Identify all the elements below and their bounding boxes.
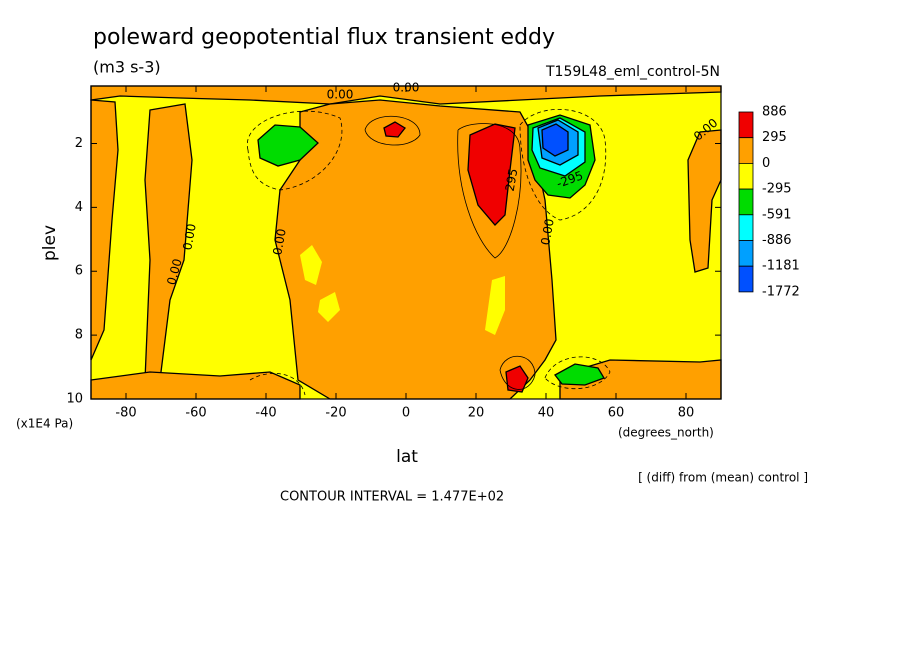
contour-label: 0.00 bbox=[327, 88, 354, 102]
contour-label: 295 bbox=[503, 167, 521, 192]
colorbar-label: -886 bbox=[762, 233, 792, 248]
x-tick-label: -80 bbox=[115, 406, 136, 421]
subtitle: (m3 s-3) bbox=[93, 58, 161, 77]
contour-fill bbox=[485, 276, 505, 335]
x-units: (degrees_north) bbox=[618, 426, 714, 440]
footnote: [ (diff) from (mean) control ] bbox=[638, 471, 808, 485]
x-tick-label: -60 bbox=[185, 406, 206, 421]
contour-line bbox=[364, 115, 421, 146]
contour-fill bbox=[505, 365, 529, 393]
contour-label: 0.00 bbox=[164, 257, 184, 286]
colorbar-label: -1772 bbox=[762, 284, 800, 299]
colorbar-label: -1181 bbox=[762, 259, 800, 274]
y-tick-label: 6 bbox=[75, 264, 83, 279]
contour-fill bbox=[687, 129, 722, 273]
contour-fill bbox=[383, 121, 406, 138]
contour-line bbox=[246, 110, 343, 191]
x-tick-label: 0 bbox=[402, 406, 410, 421]
contour-label: 0.00 bbox=[270, 228, 288, 257]
colorbar-label: 0 bbox=[762, 156, 770, 171]
colorbar-box bbox=[738, 162, 754, 190]
contour-line bbox=[544, 356, 611, 389]
y-tick-label: 8 bbox=[75, 328, 83, 343]
contour-fill bbox=[318, 292, 340, 322]
run-label: T159L48_eml_control-5N bbox=[545, 64, 720, 80]
x-tick-label: 60 bbox=[608, 406, 625, 421]
colorbar-box bbox=[738, 265, 754, 293]
contour-label: 0.00 bbox=[180, 223, 198, 252]
contour-line bbox=[499, 355, 536, 390]
contour-fill bbox=[257, 124, 319, 167]
contour-line bbox=[519, 108, 607, 221]
x-tick-label: -40 bbox=[255, 406, 276, 421]
contour-fill bbox=[274, 99, 557, 400]
colorbar-box bbox=[738, 240, 754, 267]
x-tick-label: 20 bbox=[468, 406, 485, 421]
colorbar-label: 886 bbox=[762, 105, 787, 120]
contour-fill bbox=[554, 363, 605, 386]
x-tick-label: 80 bbox=[678, 406, 695, 421]
contour-fill bbox=[144, 103, 193, 381]
colorbar-label: -295 bbox=[762, 182, 792, 197]
y-tick-label: 2 bbox=[75, 136, 83, 151]
colorbar-label: 295 bbox=[762, 130, 787, 145]
contour-line bbox=[249, 373, 306, 396]
contour-fill bbox=[541, 123, 569, 157]
colorbar-label: -591 bbox=[762, 207, 792, 222]
chart-title: poleward geopotential flux transient edd… bbox=[93, 25, 555, 50]
contour-interval: CONTOUR INTERVAL = 1.477E+02 bbox=[280, 490, 504, 505]
contour-fill bbox=[467, 123, 516, 226]
colorbar-box bbox=[738, 214, 754, 241]
contour-line bbox=[457, 123, 522, 259]
y-tick-label: 4 bbox=[75, 200, 83, 215]
contour-label: 0.00 bbox=[538, 218, 556, 247]
colorbar-box bbox=[738, 137, 754, 164]
contour-fill bbox=[300, 245, 322, 285]
x-tick-label: -20 bbox=[325, 406, 346, 421]
y-units: (x1E4 Pa) bbox=[16, 417, 73, 431]
y-axis-label: plev bbox=[40, 225, 60, 261]
x-tick-label: 40 bbox=[538, 406, 555, 421]
colorbar-box bbox=[738, 111, 754, 139]
y-tick-label: 10 bbox=[66, 392, 83, 407]
colorbar-box bbox=[738, 188, 754, 216]
x-axis-label: lat bbox=[396, 447, 418, 467]
